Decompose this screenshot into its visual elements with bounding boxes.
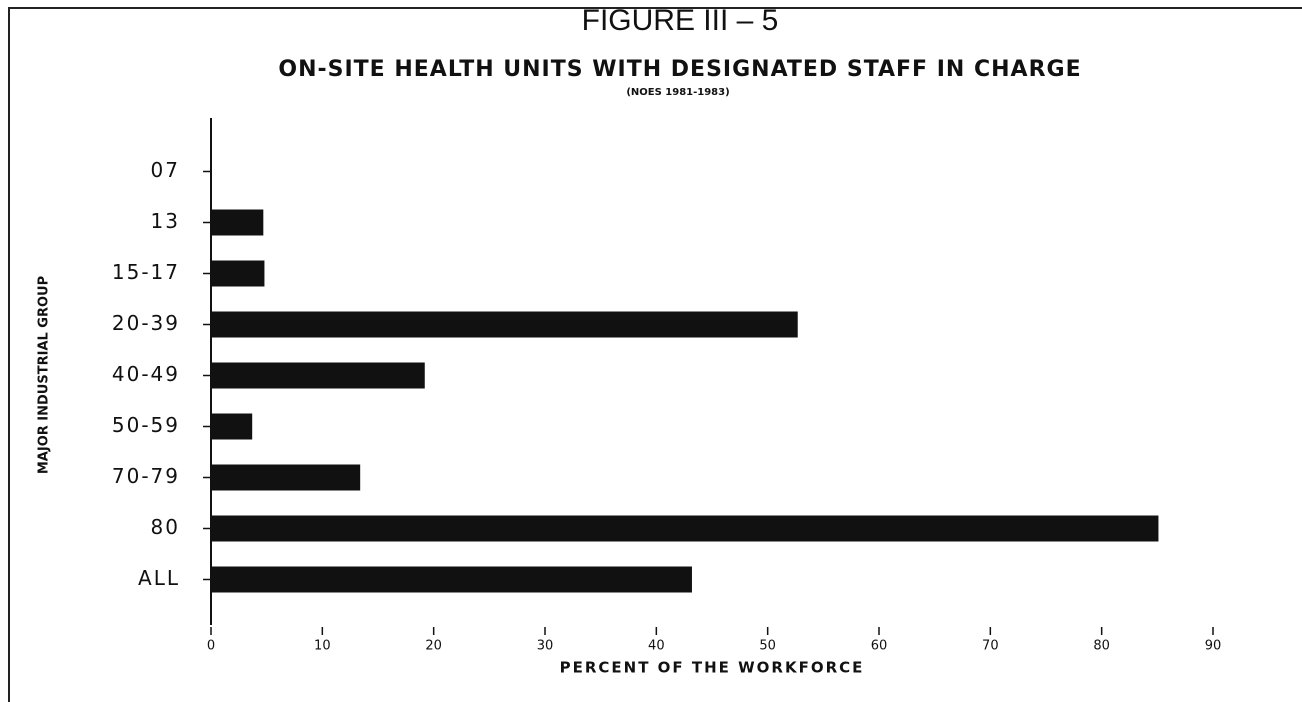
x-tick-label: 30	[537, 639, 554, 654]
y-tick-label: 40-49	[112, 362, 180, 386]
bar	[211, 413, 253, 440]
bar	[211, 464, 361, 491]
x-tick-label: 50	[759, 639, 776, 654]
chart-title: FIGURE III – 5	[582, 4, 779, 37]
x-tick-label: 40	[648, 639, 665, 654]
y-tick-label: 15-17	[112, 260, 180, 284]
x-tick-label: 10	[314, 639, 331, 654]
x-tick-label: 60	[871, 639, 888, 654]
bar	[211, 260, 265, 287]
x-tick-label: 90	[1205, 639, 1222, 654]
bar	[211, 209, 264, 236]
bar	[211, 515, 1159, 542]
x-tick-label: 70	[982, 639, 999, 654]
y-tick-label: 50-59	[112, 413, 180, 437]
y-axis-label: MAJOR INDUSTRIAL GROUP	[37, 276, 52, 474]
chart-note: (NOES 1981-1983)	[626, 87, 729, 98]
y-tick-label: 07	[151, 158, 180, 182]
x-tick-label: 20	[425, 639, 442, 654]
x-tick-label: 80	[1093, 639, 1110, 654]
frame	[8, 7, 1302, 702]
y-tick-label: 13	[151, 209, 180, 233]
y-tick-label: 20-39	[112, 311, 180, 335]
bar	[211, 566, 692, 593]
y-tick-label: 80	[151, 515, 180, 539]
x-axis-label: PERCENT OF THE WORKFORCE	[560, 659, 865, 677]
bar	[211, 311, 798, 338]
y-tick-label: ALL	[138, 566, 180, 590]
x-tick-label: 0	[207, 639, 215, 654]
chart-subtitle: ON-SITE HEALTH UNITS WITH DESIGNATED STA…	[278, 57, 1081, 82]
y-tick-label: 70-79	[112, 464, 180, 488]
bar	[211, 362, 425, 389]
